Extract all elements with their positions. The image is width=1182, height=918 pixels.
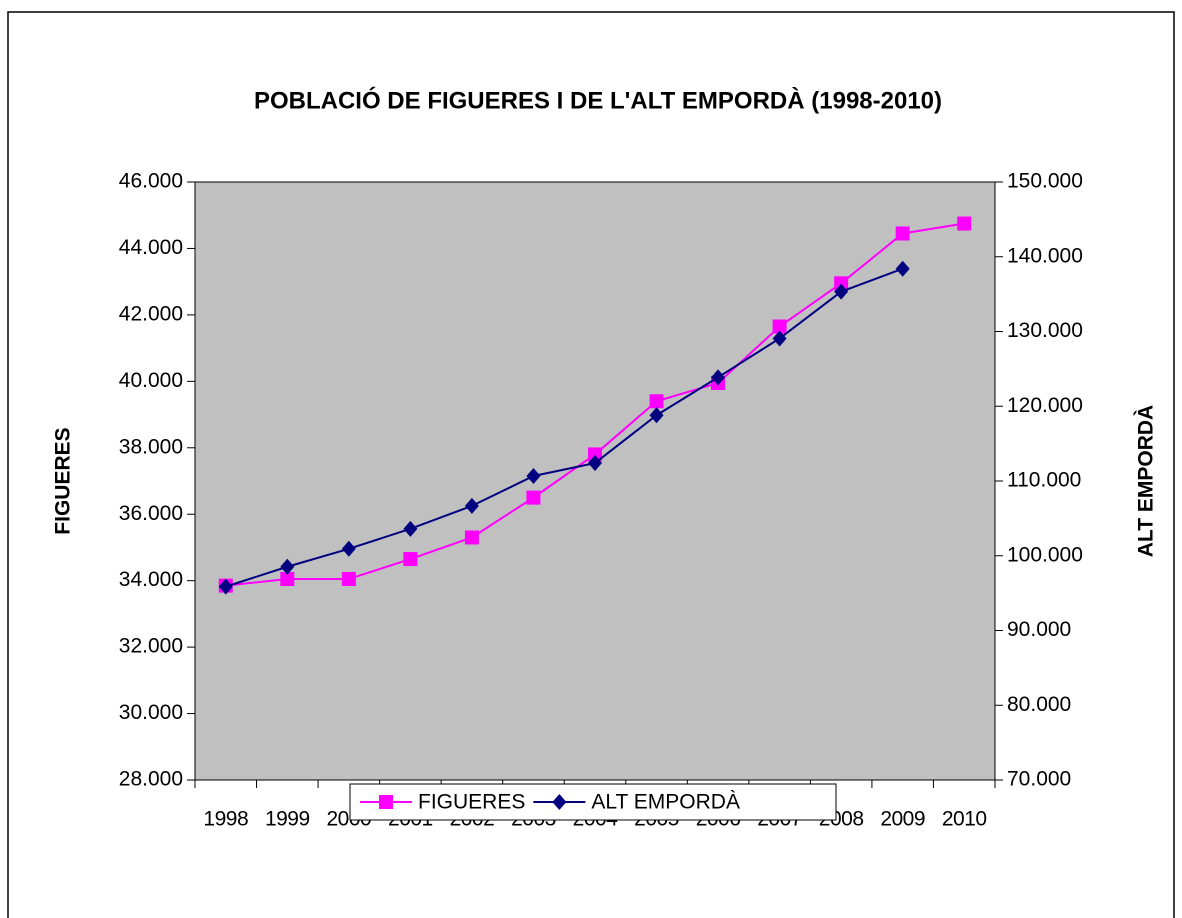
y-tick-label: 38.000 — [119, 435, 183, 458]
legend-label: ALT EMPORDÀ — [591, 791, 740, 814]
y-tick-label: 46.000 — [119, 170, 183, 193]
marker — [379, 795, 393, 809]
y-tick-label: 36.000 — [119, 502, 183, 525]
y2-tick-label: 90.000 — [1007, 618, 1071, 641]
marker — [649, 407, 664, 424]
marker — [711, 369, 726, 386]
legend: FIGUERES ALT EMPORDÀ — [349, 783, 837, 821]
marker — [280, 558, 295, 575]
y-tick-label: 32.000 — [119, 635, 183, 658]
legend-label: FIGUERES — [418, 791, 525, 814]
y2-tick-label: 70.000 — [1007, 768, 1071, 791]
marker — [772, 330, 787, 347]
y-tick-label: 34.000 — [119, 568, 183, 591]
marker — [588, 447, 602, 462]
x-tick-label: 2010 — [942, 808, 987, 831]
marker — [341, 540, 356, 557]
marker — [403, 520, 418, 537]
marker — [895, 260, 910, 277]
y2-tick-label: 110.000 — [1007, 469, 1081, 492]
series-line — [225, 267, 904, 588]
y2-tick-label: 80.000 — [1007, 693, 1071, 716]
marker — [280, 572, 295, 587]
legend-box — [349, 783, 837, 821]
marker — [588, 455, 602, 472]
y-tick-label: 42.000 — [119, 302, 183, 325]
y-tick-label: 30.000 — [119, 701, 183, 724]
x-tick-label: 2009 — [880, 808, 925, 831]
y2-tick-label: 100.000 — [1007, 543, 1083, 566]
marker — [464, 530, 479, 545]
chart-title: POBLACIÓ DE FIGUERES I DE L'ALT EMPORDÀ … — [254, 86, 942, 114]
marker — [834, 276, 849, 291]
marker — [218, 578, 233, 595]
marker — [895, 226, 910, 241]
plot-area — [194, 181, 996, 781]
y-tick-label: 28.000 — [119, 768, 183, 791]
marker — [464, 497, 479, 514]
marker — [526, 467, 541, 484]
y-tick-label: 40.000 — [119, 369, 183, 392]
marker — [552, 794, 567, 810]
marker — [341, 572, 356, 587]
y2-tick-label: 130.000 — [1007, 319, 1083, 342]
y2-tick-label: 120.000 — [1007, 394, 1083, 417]
y2-tick-label: 140.000 — [1007, 244, 1083, 267]
y-axis-title: FIGUERES — [52, 427, 75, 534]
y2-tick-label: 150.000 — [1007, 170, 1083, 193]
x-tick-label: 1999 — [265, 808, 310, 831]
marker — [649, 394, 664, 409]
y2-axis-title: ALT EMPORDÀ — [1135, 405, 1158, 557]
x-tick-label: 1998 — [203, 808, 248, 831]
marker — [957, 216, 972, 231]
y-tick-label: 44.000 — [119, 236, 183, 259]
marker — [403, 552, 418, 567]
marker — [772, 319, 787, 334]
marker — [526, 490, 541, 505]
marker — [834, 283, 849, 300]
